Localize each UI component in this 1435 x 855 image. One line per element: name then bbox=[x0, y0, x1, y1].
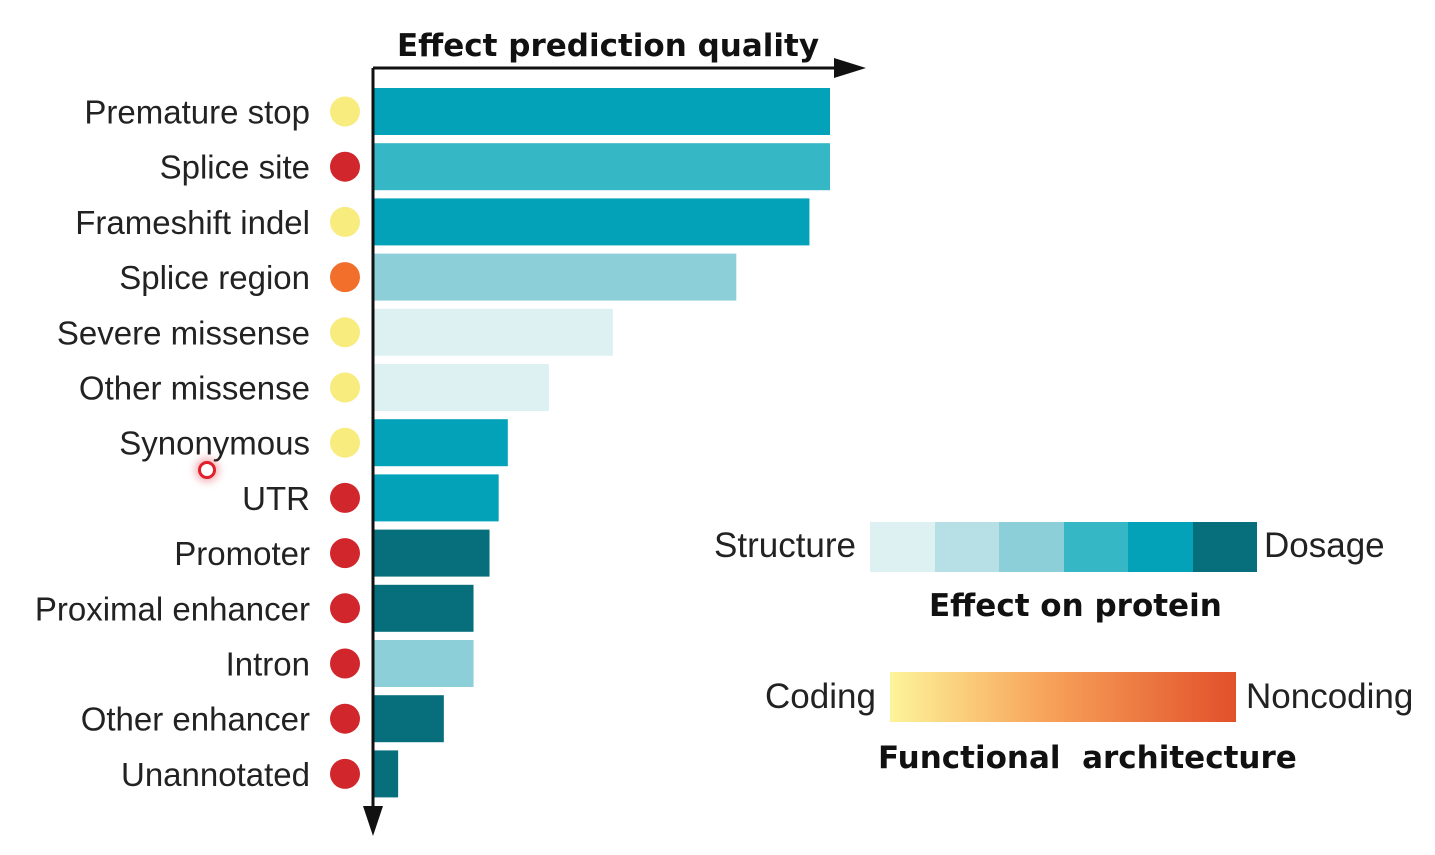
architecture-legend-right-label: Noncoding bbox=[1246, 677, 1414, 716]
effect-scale-swatch bbox=[1128, 522, 1193, 572]
bars-group bbox=[373, 88, 830, 798]
category-label: UTR bbox=[242, 480, 310, 517]
bar bbox=[373, 584, 474, 632]
category-label: Splice region bbox=[119, 259, 310, 296]
effect-scale-swatch bbox=[1192, 522, 1257, 572]
bar bbox=[373, 364, 549, 411]
category-label: Premature stop bbox=[84, 94, 310, 131]
bar bbox=[373, 695, 444, 743]
architecture-dot bbox=[330, 317, 360, 348]
effect-scale-swatch bbox=[870, 522, 935, 572]
architecture-dot bbox=[330, 703, 360, 734]
category-label: Frameshift indel bbox=[75, 204, 310, 241]
category-label: Other enhancer bbox=[81, 701, 310, 738]
category-labels-group: Premature stop Splice site Frameshift inde… bbox=[35, 94, 310, 793]
bar bbox=[373, 750, 399, 798]
category-label: Other missense bbox=[79, 370, 310, 407]
category-label: Splice site bbox=[160, 149, 310, 186]
category-label: Intron bbox=[226, 646, 310, 683]
architecture-dot bbox=[330, 593, 360, 624]
mouse-cursor-indicator bbox=[198, 461, 216, 479]
architecture-dot bbox=[330, 427, 360, 458]
effect-legend-right-label: Dosage bbox=[1264, 526, 1385, 565]
effect-legend-title: Effect on protein bbox=[929, 588, 1222, 624]
effect-scale-swatch bbox=[934, 522, 999, 572]
bar bbox=[373, 474, 499, 522]
effect-legend-left-label: Structure bbox=[714, 526, 856, 565]
y-axis-arrow-icon bbox=[363, 806, 383, 836]
architecture-dot bbox=[330, 96, 360, 127]
axes-group bbox=[363, 58, 866, 836]
bar bbox=[373, 640, 474, 687]
bar bbox=[373, 253, 737, 301]
bar bbox=[373, 198, 810, 246]
bar bbox=[373, 529, 490, 577]
category-label: Promoter bbox=[174, 535, 310, 572]
architecture-gradient-bar bbox=[890, 672, 1236, 722]
category-label: Proximal enhancer bbox=[35, 590, 310, 627]
effect-color-scale bbox=[870, 522, 1257, 572]
architecture-dot bbox=[330, 262, 360, 293]
architecture-dot bbox=[330, 758, 360, 789]
bar bbox=[373, 143, 830, 191]
bar bbox=[373, 88, 830, 135]
architecture-dot bbox=[330, 648, 360, 679]
architecture-legend-left-label: Coding bbox=[765, 677, 876, 716]
category-label: Unannotated bbox=[121, 756, 310, 793]
x-axis-arrow-icon bbox=[834, 58, 866, 78]
architecture-dot bbox=[330, 206, 360, 237]
architecture-dot bbox=[330, 151, 360, 182]
architecture-dot bbox=[330, 482, 360, 513]
chart-title: Effect prediction quality bbox=[397, 28, 819, 64]
category-label: Severe missense bbox=[57, 314, 310, 351]
effect-scale-swatch bbox=[1063, 522, 1128, 572]
architecture-dot bbox=[330, 538, 360, 569]
architecture-dot bbox=[330, 372, 360, 403]
category-label: Synonymous bbox=[119, 425, 310, 462]
bar bbox=[373, 419, 508, 467]
architecture-legend-title: Functional architecture bbox=[878, 740, 1297, 776]
effect-scale-swatch bbox=[999, 522, 1064, 572]
architecture-dots-group bbox=[330, 96, 360, 789]
bar bbox=[373, 308, 613, 356]
